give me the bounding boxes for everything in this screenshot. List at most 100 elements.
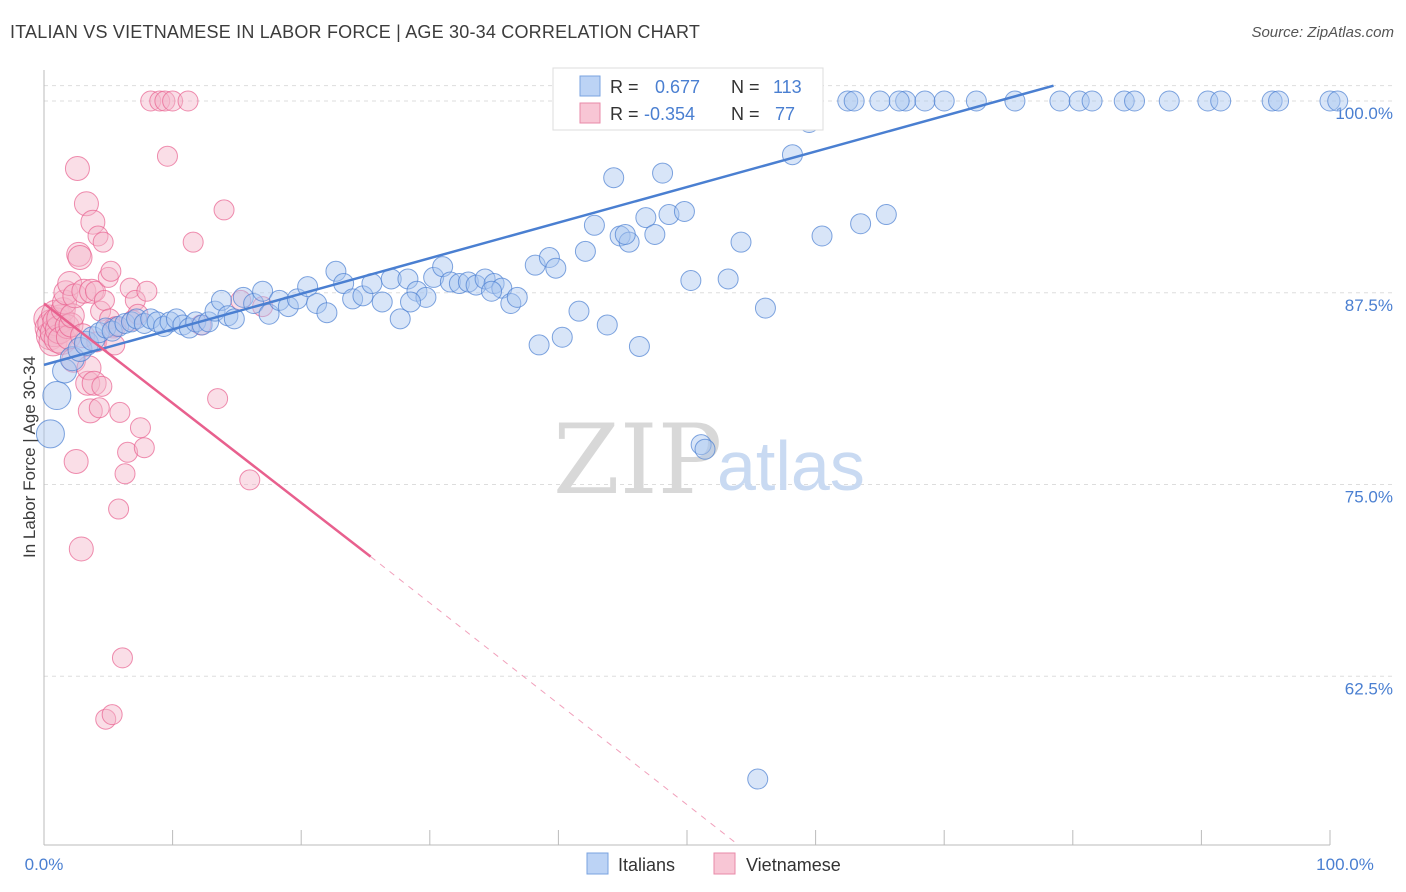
italian-point [538, 246, 560, 268]
vietnamese-point [108, 498, 130, 520]
italian-point [843, 90, 865, 112]
legend-bottom: Italians Vietnamese [586, 852, 841, 875]
legend-italians-r-value: 0.677 [655, 77, 700, 97]
italian-point [888, 90, 910, 112]
vietnamese-point [71, 278, 97, 304]
italian-point [568, 300, 590, 322]
italian-point [658, 204, 680, 226]
italian-point [1081, 90, 1103, 112]
italian-point [895, 90, 917, 112]
italian-point [1319, 90, 1341, 112]
italian-point [730, 231, 752, 253]
vietnamese-point [84, 280, 106, 302]
vietnamese-point [177, 90, 199, 112]
vietnamese-trend-line [43, 302, 372, 558]
vietnamese-point [88, 397, 110, 419]
x-ticks [43, 830, 1331, 845]
italian-point [73, 330, 99, 356]
italian-point [35, 419, 65, 449]
y-tick-label: 62.5% [1345, 679, 1393, 698]
vietnamese-point [239, 469, 261, 491]
legend-vietnamese-r-label: R = [610, 104, 639, 124]
italian-point [635, 207, 657, 229]
vietnamese-point [117, 441, 139, 463]
italian-point [614, 223, 636, 245]
legend-italians-n-value: 113 [773, 77, 802, 97]
vietnamese-point [182, 231, 204, 253]
italian-point [583, 214, 605, 236]
legend-top: R = 0.677 N = 113 R = -0.354 N = 77 [552, 67, 824, 131]
italian-point [1158, 90, 1180, 112]
italian-point [1124, 90, 1146, 112]
italian-point [837, 90, 859, 112]
vietnamese-point [207, 388, 229, 410]
italian-point [448, 273, 470, 295]
vietnamese-point [109, 401, 131, 423]
vietnamese-point [124, 289, 146, 311]
italian-point [397, 268, 419, 290]
vietnamese-point [68, 536, 94, 562]
vietnamese-point [154, 90, 176, 112]
source-credit: Source: ZipAtlas.com [1251, 24, 1394, 41]
italian-point [680, 269, 702, 291]
legend-swatch-vietnamese [579, 102, 601, 124]
vietnamese-point [129, 417, 151, 439]
legend-bottom-swatch-vietnamese [713, 852, 736, 875]
vietnamese-point [93, 289, 115, 311]
italian-point [603, 167, 625, 189]
italian-point [159, 311, 181, 333]
vietnamese-point [79, 278, 105, 304]
x-tick-label-min: 0.0% [25, 855, 64, 874]
italian-point [551, 326, 573, 348]
y-tick-label: 100.0% [1335, 104, 1393, 123]
italian-point [869, 90, 891, 112]
italian-point [439, 271, 461, 293]
italian-point [325, 260, 347, 282]
italian-point [108, 316, 130, 338]
legend-bottom-italians: Italians [618, 855, 675, 875]
italian-point [316, 302, 338, 324]
chart-title: ITALIAN VS VIETNAMESE IN LABOR FORCE | A… [10, 22, 701, 42]
italian-point [1327, 90, 1349, 112]
grid-lines [44, 85, 1395, 677]
y-tick-label: 87.5% [1345, 296, 1393, 315]
legend-italians-n-label: N = [731, 77, 760, 97]
legend-vietnamese-n-label: N = [731, 104, 760, 124]
italian-point [747, 768, 769, 790]
watermark-zip: ZIP [553, 404, 722, 516]
italian-point [811, 225, 833, 247]
vietnamese-point [80, 209, 106, 235]
italian-point [1197, 90, 1219, 112]
italian-point [628, 335, 650, 357]
italian-point [114, 312, 136, 334]
italian-point [423, 266, 445, 288]
italian-point [1210, 90, 1232, 112]
italian-point [352, 285, 374, 307]
italian-point [500, 292, 522, 314]
italian-point [371, 291, 393, 313]
legend-vietnamese-n-value: 77 [775, 104, 795, 124]
vietnamese-point [136, 280, 158, 302]
italian-point [673, 200, 695, 222]
italian-point [694, 438, 716, 460]
vietnamese-point [162, 90, 184, 112]
watermark: ZIP atlas [553, 404, 865, 516]
italian-point [506, 286, 528, 308]
vietnamese-point [92, 231, 114, 253]
italian-point [754, 297, 776, 319]
italian-point [232, 286, 254, 308]
vietnamese-point [133, 437, 155, 459]
italian-point [1268, 90, 1290, 112]
vietnamese-point [63, 449, 89, 474]
italian-point [1068, 90, 1090, 112]
vietnamese-point [76, 355, 102, 381]
vietnamese-point [100, 260, 122, 282]
italian-point [252, 280, 274, 302]
italian-point [644, 223, 666, 245]
italian-point [933, 90, 955, 112]
legend-bottom-swatch-italians [586, 852, 609, 875]
italian-point [1261, 90, 1283, 112]
vietnamese-point [91, 375, 113, 397]
vietnamese-point [149, 90, 171, 112]
legend-vietnamese-r-value: -0.354 [644, 104, 695, 124]
